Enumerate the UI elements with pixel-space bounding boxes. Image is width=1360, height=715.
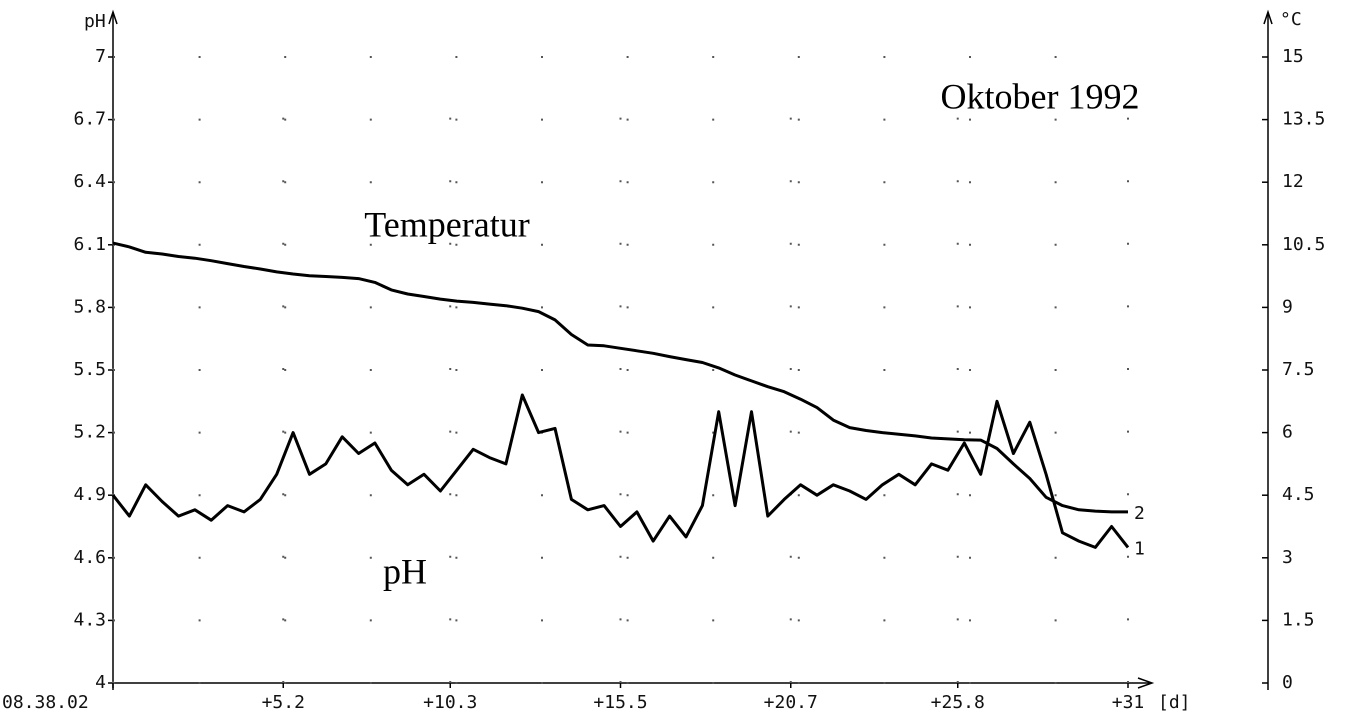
x-tick-label: +31: [1112, 692, 1145, 713]
y2-tick-label: 15: [1282, 46, 1304, 67]
y2-tick-label: 7.5: [1282, 359, 1315, 380]
series-end-label: 2: [1134, 503, 1145, 524]
y-tick-label: 5.5: [73, 359, 106, 380]
y2-tick-label: 1.5: [1282, 609, 1315, 630]
y2-axis-label: °C: [1280, 9, 1302, 30]
data-line: [112, 241, 1128, 514]
x-axis-arrow: [1137, 677, 1155, 689]
y2-tick-label: 4.5: [1282, 484, 1315, 505]
y-axis-label: pH: [84, 11, 106, 32]
y-tick-label: 6.7: [73, 109, 106, 130]
y2-tick-label: 6: [1282, 422, 1293, 443]
y-axis-arrow: [108, 9, 118, 25]
x-tick-label: +15.5: [593, 692, 647, 713]
y2-tick-label: 10.5: [1282, 234, 1325, 255]
y-tick-label: 6.1: [73, 234, 106, 255]
x-axis-label: [d]: [1158, 692, 1191, 713]
chart-title: Oktober 1992: [941, 76, 1140, 116]
y-tick-label: 4.3: [73, 609, 106, 630]
y2-tick-label: 13.5: [1282, 109, 1325, 130]
x-tick-label: 08.38.02: [2, 692, 89, 713]
data-line: [111, 393, 1130, 549]
y2-tick-label: 9: [1282, 296, 1293, 317]
series-label: Temperatur: [364, 204, 529, 244]
series-end-label: 1: [1134, 538, 1145, 559]
x-tick-label: +5.2: [262, 692, 305, 713]
y-tick-label: 4.6: [73, 547, 106, 568]
y2-tick-label: 12: [1282, 171, 1304, 192]
x-tick-label: +10.3: [423, 692, 477, 713]
y-tick-label: 6.4: [73, 171, 106, 192]
y2-axis-arrow: [1263, 9, 1273, 25]
x-tick-label: +25.8: [931, 692, 985, 713]
y-tick-label: 5.2: [73, 422, 106, 443]
y-tick-label: 4: [95, 672, 106, 693]
y-tick-label: 4.9: [73, 484, 106, 505]
x-tick-label: +20.7: [764, 692, 818, 713]
series-label: pH: [383, 551, 427, 591]
y2-tick-label: 0: [1282, 672, 1293, 693]
y2-tick-label: 3: [1282, 547, 1293, 568]
y-tick-label: 7: [95, 46, 106, 67]
y-tick-label: 5.8: [73, 296, 106, 317]
